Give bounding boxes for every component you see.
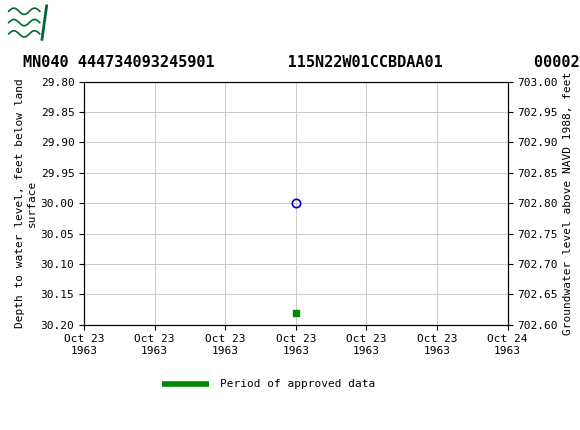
Text: MN040 444734093245901        115N22W01CCBDAA01          0000205971: MN040 444734093245901 115N22W01CCBDAA01 … <box>23 55 580 70</box>
Text: Period of approved data: Period of approved data <box>220 379 376 390</box>
Y-axis label: Depth to water level, feet below land
surface: Depth to water level, feet below land su… <box>15 78 37 328</box>
Text: USGS: USGS <box>90 9 167 34</box>
FancyBboxPatch shape <box>6 3 81 42</box>
Y-axis label: Groundwater level above NAVD 1988, feet: Groundwater level above NAVD 1988, feet <box>563 71 573 335</box>
